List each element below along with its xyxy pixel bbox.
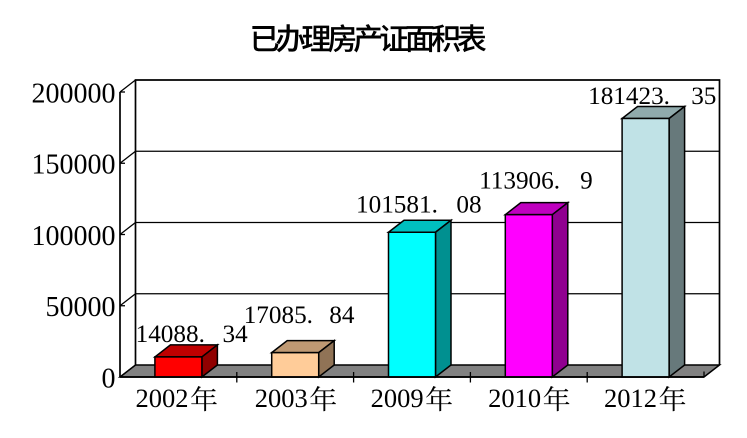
svg-text:113906.: 113906. (479, 167, 560, 194)
svg-text:181423.: 181423. (588, 83, 670, 110)
svg-text:0: 0 (102, 363, 116, 394)
svg-text:34: 34 (223, 321, 249, 348)
svg-text:101581.: 101581. (356, 191, 438, 218)
svg-text:14088.: 14088. (136, 321, 205, 348)
svg-text:35: 35 (691, 83, 716, 110)
svg-text:2003: 2003 (255, 383, 308, 413)
svg-text:08: 08 (456, 191, 481, 218)
svg-text:17085.: 17085. (244, 302, 313, 329)
svg-text:150000: 150000 (32, 150, 116, 181)
svg-text:2012: 2012 (604, 383, 657, 413)
svg-text:2010: 2010 (488, 383, 541, 413)
svg-text:50000: 50000 (46, 292, 116, 323)
svg-text:200000: 200000 (32, 78, 116, 109)
svg-text:84: 84 (329, 302, 355, 329)
svg-text:100000: 100000 (32, 221, 116, 252)
svg-text:9: 9 (580, 167, 593, 194)
svg-text:2009: 2009 (371, 383, 424, 413)
svg-text:2002: 2002 (136, 383, 189, 413)
